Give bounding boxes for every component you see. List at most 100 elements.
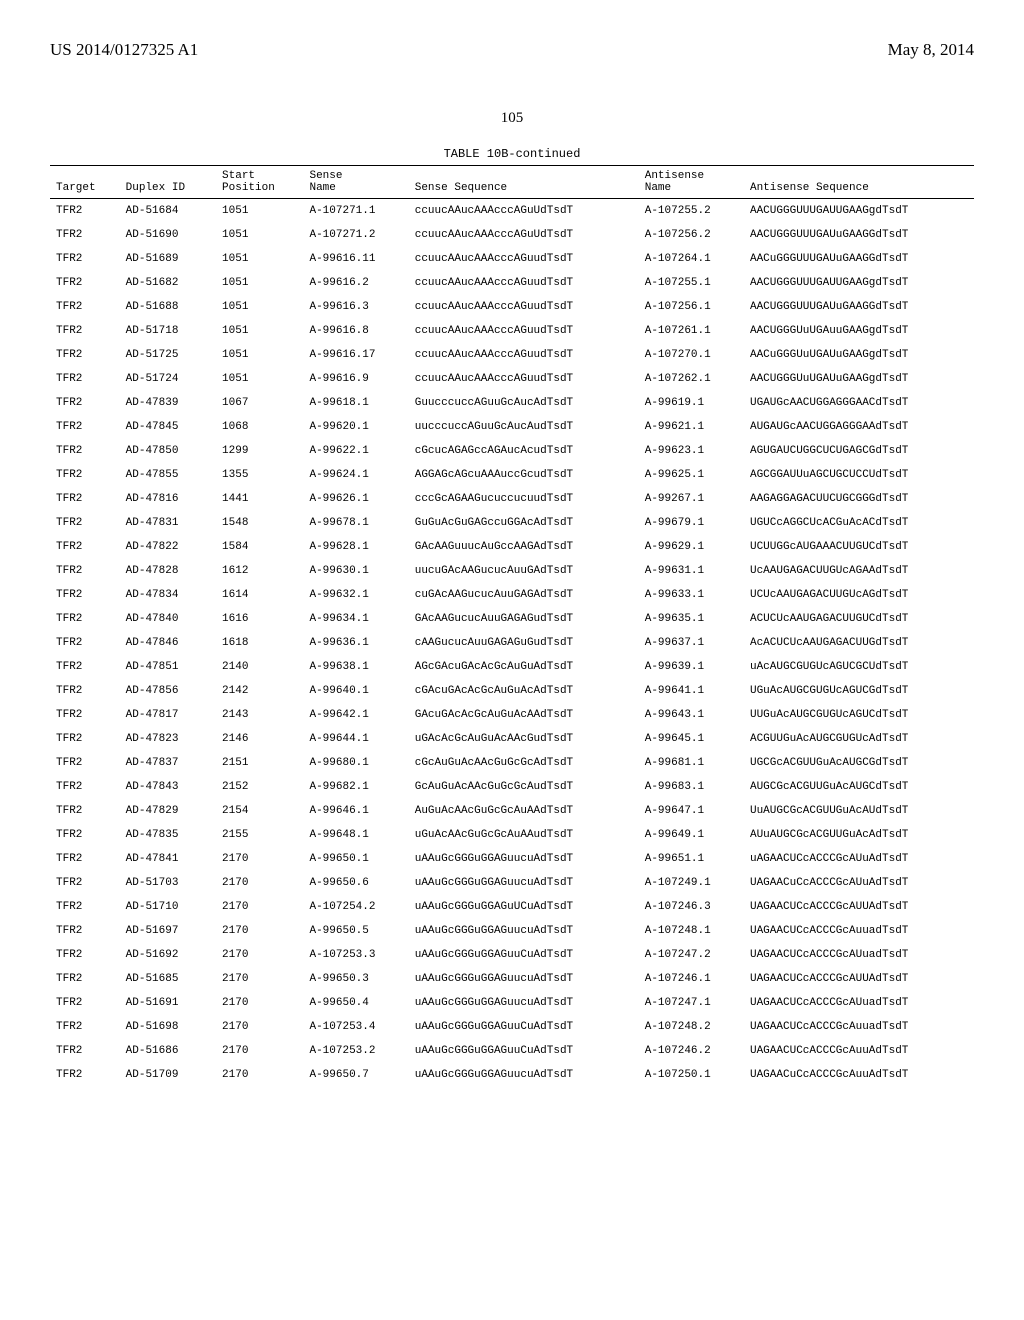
table-row: TFR2AD-478352155A-99648.1uGuAcAAcGuGcGcA…	[50, 823, 974, 847]
cell-anti_name: A-107248.1	[639, 919, 744, 943]
cell-target: TFR2	[50, 199, 120, 224]
cell-duplex_id: AD-47856	[120, 679, 216, 703]
cell-sense_name: A-99650.4	[303, 991, 408, 1015]
cell-duplex_id: AD-51682	[120, 271, 216, 295]
cell-duplex_id: AD-51718	[120, 319, 216, 343]
cell-anti_name: A-99681.1	[639, 751, 744, 775]
table-row: TFR2AD-478501299A-99622.1cGcucAGAGccAGAu…	[50, 439, 974, 463]
cell-anti_seq: AUGAUGcAACUGGAGGGAAdTsdT	[744, 415, 974, 439]
cell-start: 2154	[216, 799, 303, 823]
cell-sense_seq: cGcucAGAGccAGAucAcudTsdT	[409, 439, 639, 463]
table-row: TFR2AD-478401616A-99634.1GAcAAGucucAuuGA…	[50, 607, 974, 631]
cell-duplex_id: AD-51724	[120, 367, 216, 391]
cell-sense_name: A-99616.8	[303, 319, 408, 343]
cell-sense_name: A-99680.1	[303, 751, 408, 775]
cell-sense_name: A-99646.1	[303, 799, 408, 823]
cell-sense_seq: GuGuAcGuGAGccuGGAcAdTsdT	[409, 511, 639, 535]
cell-target: TFR2	[50, 703, 120, 727]
col-sense-sequence: Sense Sequence	[409, 166, 639, 199]
cell-start: 2142	[216, 679, 303, 703]
cell-start: 2140	[216, 655, 303, 679]
cell-sense_seq: uAAuGcGGGuGGAGuuCuAdTsdT	[409, 1015, 639, 1039]
cell-start: 1441	[216, 487, 303, 511]
cell-duplex_id: AD-47823	[120, 727, 216, 751]
col-antisense-name: AntisenseName	[639, 166, 744, 199]
table-row: TFR2AD-478281612A-99630.1uucuGAcAAGucucA…	[50, 559, 974, 583]
cell-anti_seq: AAGAGGAGACUUCUGCGGGdTsdT	[744, 487, 974, 511]
cell-anti_name: A-99623.1	[639, 439, 744, 463]
table-row: TFR2AD-517032170A-99650.6uAAuGcGGGuGGAGu…	[50, 871, 974, 895]
cell-sense_seq: GAcAAGucucAuuGAGAGudTsdT	[409, 607, 639, 631]
cell-sense_seq: ccuucAAucAAAcccAGuudTsdT	[409, 247, 639, 271]
cell-anti_name: A-99637.1	[639, 631, 744, 655]
cell-anti_seq: UGCGcACGUUGuAcAUGCGdTsdT	[744, 751, 974, 775]
cell-anti_name: A-99631.1	[639, 559, 744, 583]
cell-sense_seq: uucuGAcAAGucucAuuGAdTsdT	[409, 559, 639, 583]
cell-target: TFR2	[50, 223, 120, 247]
table-row: TFR2AD-478412170A-99650.1uAAuGcGGGuGGAGu…	[50, 847, 974, 871]
cell-target: TFR2	[50, 535, 120, 559]
cell-anti_name: A-99629.1	[639, 535, 744, 559]
cell-anti_seq: UAGAACUCcACCCGcAUUAdTsdT	[744, 895, 974, 919]
cell-sense_seq: cAAGucucAuuGAGAGuGudTsdT	[409, 631, 639, 655]
cell-target: TFR2	[50, 415, 120, 439]
cell-anti_name: A-99621.1	[639, 415, 744, 439]
table-row: TFR2AD-516841051A-107271.1ccuucAAucAAAcc…	[50, 199, 974, 224]
cell-target: TFR2	[50, 919, 120, 943]
cell-sense_seq: GuucccuccAGuuGcAucAdTsdT	[409, 391, 639, 415]
cell-target: TFR2	[50, 463, 120, 487]
cell-start: 2170	[216, 1015, 303, 1039]
page-header: US 2014/0127325 A1 May 8, 2014	[50, 40, 974, 60]
cell-sense_name: A-99650.3	[303, 967, 408, 991]
cell-anti_name: A-99267.1	[639, 487, 744, 511]
cell-sense_seq: ccuucAAucAAAcccAGuUdTsdT	[409, 199, 639, 224]
cell-anti_seq: AACUGGGUUUGAUUGAAGgdTsdT	[744, 271, 974, 295]
table-row: TFR2AD-478341614A-99632.1cuGAcAAGucucAuu…	[50, 583, 974, 607]
cell-start: 2170	[216, 943, 303, 967]
cell-duplex_id: AD-51689	[120, 247, 216, 271]
cell-sense_seq: uAAuGcGGGuGGAGuuCuAdTsdT	[409, 943, 639, 967]
cell-sense_name: A-99616.3	[303, 295, 408, 319]
table-row: TFR2AD-478161441A-99626.1cccGcAGAAGucucc…	[50, 487, 974, 511]
cell-sense_name: A-99618.1	[303, 391, 408, 415]
cell-target: TFR2	[50, 823, 120, 847]
cell-sense_seq: GAcAAGuuucAuGccAAGAdTsdT	[409, 535, 639, 559]
cell-target: TFR2	[50, 727, 120, 751]
cell-anti_seq: UAGAACUCcACCCGcAUuadTsdT	[744, 943, 974, 967]
cell-anti_seq: AACuGGGUuUGAUuGAAGgdTsdT	[744, 343, 974, 367]
cell-anti_seq: uAGAACUCcACCCGcAUuAdTsdT	[744, 847, 974, 871]
cell-sense_name: A-99634.1	[303, 607, 408, 631]
cell-anti_name: A-107250.1	[639, 1063, 744, 1087]
table-row: TFR2AD-478221584A-99628.1GAcAAGuuucAuGcc…	[50, 535, 974, 559]
table-row: TFR2AD-517251051A-99616.17ccuucAAucAAAcc…	[50, 343, 974, 367]
cell-sense_name: A-99650.1	[303, 847, 408, 871]
cell-anti_name: A-99633.1	[639, 583, 744, 607]
cell-anti_name: A-107255.1	[639, 271, 744, 295]
cell-sense_seq: uGAcAcGcAuGuAcAAcGudTsdT	[409, 727, 639, 751]
table-row: TFR2AD-478232146A-99644.1uGAcAcGcAuGuAcA…	[50, 727, 974, 751]
cell-target: TFR2	[50, 991, 120, 1015]
cell-start: 1051	[216, 295, 303, 319]
table-title: TABLE 10B-continued	[50, 147, 974, 161]
cell-sense_seq: AGGAGcAGcuAAAuccGcudTsdT	[409, 463, 639, 487]
cell-duplex_id: AD-51691	[120, 991, 216, 1015]
cell-sense_name: A-107271.1	[303, 199, 408, 224]
cell-sense_seq: uAAuGcGGGuGGAGuucuAdTsdT	[409, 871, 639, 895]
cell-sense_seq: uAAuGcGGGuGGAGuucuAdTsdT	[409, 919, 639, 943]
table-row: TFR2AD-478311548A-99678.1GuGuAcGuGAGccuG…	[50, 511, 974, 535]
table-row: TFR2AD-516922170A-107253.3uAAuGcGGGuGGAG…	[50, 943, 974, 967]
cell-start: 1355	[216, 463, 303, 487]
cell-start: 1584	[216, 535, 303, 559]
table-row: TFR2AD-517092170A-99650.7uAAuGcGGGuGGAGu…	[50, 1063, 974, 1087]
cell-start: 1614	[216, 583, 303, 607]
table-row: TFR2AD-516862170A-107253.2uAAuGcGGGuGGAG…	[50, 1039, 974, 1063]
cell-sense_seq: ccuucAAucAAAcccAGuudTsdT	[409, 295, 639, 319]
cell-duplex_id: AD-47834	[120, 583, 216, 607]
cell-duplex_id: AD-47822	[120, 535, 216, 559]
cell-start: 2143	[216, 703, 303, 727]
cell-anti_name: A-107270.1	[639, 343, 744, 367]
cell-target: TFR2	[50, 271, 120, 295]
cell-duplex_id: AD-47816	[120, 487, 216, 511]
cell-start: 2151	[216, 751, 303, 775]
cell-sense_name: A-99644.1	[303, 727, 408, 751]
